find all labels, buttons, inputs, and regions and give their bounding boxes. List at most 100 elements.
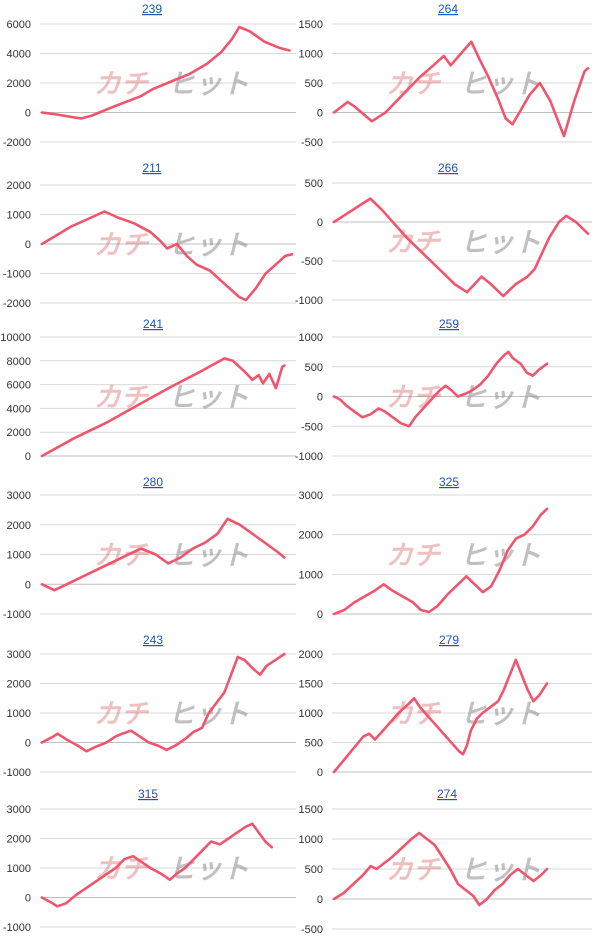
y-tick-label: 8000 [7,356,31,368]
chart-title-link[interactable]: 243 [143,633,163,647]
line-chart: 2000 1000 0 -1000 -2000 カチ ヒット 211 [3,161,296,310]
series-line [332,507,549,616]
chart-panel: 500 0 -500 -1000 カチ ヒット 266 [295,160,592,318]
y-tick-label: 2000 [7,520,31,532]
watermark-red: カチ [94,383,150,414]
chart-panel: 3000 2000 1000 0 カチ ヒット 325 [296,475,592,634]
y-tick-label: 0 [25,451,31,463]
watermark-red: カチ [94,230,150,261]
y-tick-label: 0 [25,108,31,120]
y-tick-label: -500 [301,137,323,149]
chart-panel: 1000 500 0 -500 -1000 カチ ヒット 259 [295,317,592,476]
chart-panel: 10000 8000 6000 4000 2000 0 カチ ヒット 241 [0,317,296,476]
line-chart: 3000 2000 1000 0 -1000 カチ ヒット 315 [3,787,296,934]
y-tick-label: 2000 [7,427,31,439]
y-tick-label: 1000 [7,863,31,875]
y-tick-label: 2000 [299,530,323,542]
chart-title-link[interactable]: 279 [439,633,459,647]
y-tick-label: -2000 [3,137,31,149]
chart-panel: 2000 1500 1000 500 0 カチ ヒット 279 [296,633,592,792]
series-line [40,210,294,302]
chart-title-link[interactable]: 259 [439,317,459,331]
y-tick-label: 6000 [7,380,31,392]
y-tick-label: 4000 [7,403,31,415]
y-tick-label: 1000 [7,708,31,720]
y-tick-label: 3000 [7,490,31,502]
y-tick-label: 4000 [7,49,31,61]
y-tick-label: 0 [25,579,31,591]
series-line [40,517,286,592]
chart-title-link[interactable]: 325 [439,475,459,489]
y-tick-label: 2000 [7,834,31,846]
watermark-gray: ヒット [168,69,249,100]
y-tick-label: 1500 [299,19,323,31]
y-tick-label: 2000 [7,679,31,691]
y-tick-label: 3000 [7,804,31,816]
watermark-red: カチ [386,541,442,572]
y-tick-label: 1000 [299,708,323,720]
y-tick-label: -1000 [295,451,323,463]
chart-title-link[interactable]: 241 [143,317,163,331]
watermark-red: カチ [94,854,150,885]
series-line [40,357,286,458]
watermark-red: カチ [386,855,442,886]
y-tick-label: -500 [301,924,323,936]
y-tick-label: 1500 [299,804,323,816]
y-tick-label: 0 [317,894,323,906]
chart-title-link[interactable]: 239 [142,2,162,16]
y-tick-label: -1000 [3,922,31,934]
series-line [332,658,549,774]
line-chart: 1500 1000 500 0 -500 カチ ヒット 274 [299,787,592,936]
series-line [332,831,549,907]
chart-title-link[interactable]: 264 [438,2,458,16]
y-tick-label: 1000 [7,210,31,222]
y-tick-label: 1000 [299,332,323,344]
chart-title-link[interactable]: 266 [438,161,458,175]
y-tick-label: -1000 [295,295,323,307]
chart-panel: 6000 4000 2000 0 -2000 カチ ヒット 239 [0,0,296,160]
series-line [40,652,286,753]
y-tick-label: -1000 [3,269,31,281]
y-tick-label: 500 [305,178,323,190]
y-tick-label: -2000 [3,298,31,310]
y-tick-label: 0 [25,239,31,251]
series-line [332,350,549,428]
chart-title-link[interactable]: 211 [142,161,161,175]
watermark-red: カチ [386,699,442,730]
y-tick-label: 0 [317,217,323,229]
chart-title-link[interactable]: 315 [138,787,158,801]
watermark-gray: ヒット [168,541,249,572]
series-line [40,25,291,120]
chart-panel: 1500 1000 500 0 -500 カチ ヒット 274 [296,787,592,942]
chart-panel: 3000 2000 1000 0 -1000 カチ ヒット 243 [0,633,296,792]
watermark-gray: ヒット [168,230,249,261]
series-line [332,197,590,298]
watermark-gray: ヒット [460,855,541,886]
series-line [40,822,274,908]
watermark-gray: ヒット [460,69,541,100]
y-tick-label: 0 [25,738,31,750]
watermark-red: カチ [94,699,150,730]
chart-panel: 3000 2000 1000 0 -1000 カチ ヒット 280 [0,475,296,634]
watermark-gray: ヒット [460,228,541,259]
y-tick-label: 0 [317,767,323,779]
y-tick-label: 1000 [299,569,323,581]
chart-title-link[interactable]: 280 [143,475,163,489]
chart-panel: 1500 1000 500 0 -500 カチ ヒット 264 [296,0,592,160]
chart-title-link[interactable]: 274 [437,787,457,801]
y-tick-label: 3000 [7,649,31,661]
y-tick-label: 2000 [299,649,323,661]
watermark-gray: ヒット [168,854,249,885]
chart-panel: 3000 2000 1000 0 -1000 カチ ヒット 315 [0,787,296,942]
y-tick-label: 0 [317,609,323,621]
line-chart: 10000 8000 6000 4000 2000 0 カチ ヒット 241 [0,317,296,463]
y-tick-label: 1000 [299,834,323,846]
chart-panel: 2000 1000 0 -1000 -2000 カチ ヒット 211 [0,160,296,318]
